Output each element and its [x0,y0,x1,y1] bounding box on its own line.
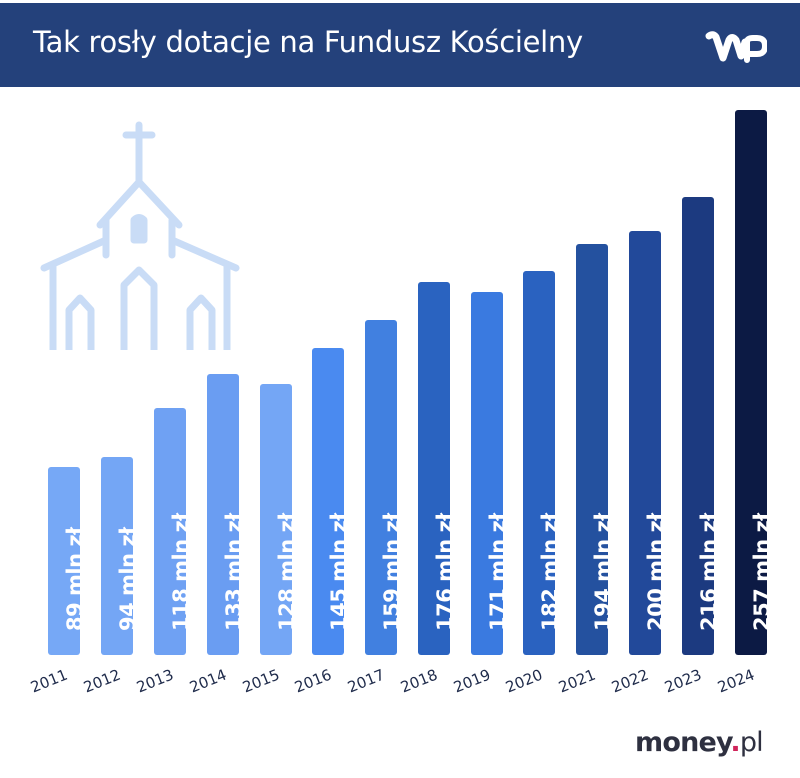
year-label: 2020 [503,665,546,697]
bar-value-label: 171 mln zł [486,513,510,631]
bar-value-label: 194 mln zł [591,513,615,631]
wp-logo-icon [705,31,767,63]
bar-2020: 182 mln zł [523,271,562,655]
bar-2024: 257 mln zł [735,110,774,655]
year-label: 2016 [292,665,335,697]
bar-value-label: 200 mln zł [644,513,668,631]
year-label: 2014 [187,665,230,697]
bar-2012: 94 mln zł [101,457,140,655]
church-icon [40,121,240,350]
brand-dot: . [730,727,740,758]
year-label: 2013 [134,665,177,697]
bar-2017: 159 mln zł [365,320,404,655]
bar-2019: 171 mln zł [471,292,510,655]
bar-value-label: 118 mln zł [169,513,193,631]
bar-value-label: 257 mln zł [750,513,774,631]
bar-value-label: 133 mln zł [222,513,246,631]
bar-value-label: 145 mln zł [327,513,351,631]
year-label: 2021 [556,665,599,697]
bar-value-label: 89 mln zł [63,527,87,631]
year-label: 2023 [662,665,705,697]
bar-2018: 176 mln zł [418,282,457,655]
bar-2022: 200 mln zł [629,231,668,655]
bar-2015: 128 mln zł [260,384,299,655]
bar-value-label: 159 mln zł [380,513,404,631]
bar-value-label: 182 mln zł [538,513,562,631]
bar-value-label: 128 mln zł [275,513,299,631]
brand-suffix: pl [739,727,764,758]
bar-value-label: 94 mln zł [116,527,140,631]
year-label: 2022 [609,665,652,697]
brand-main: money [635,727,731,758]
bar-value-label: 216 mln zł [697,513,721,631]
year-label: 2019 [451,665,494,697]
chart-title: Tak rosły dotacje na Fundusz Kościelny [33,25,583,59]
year-label: 2017 [345,665,388,697]
bar-2016: 145 mln zł [312,348,351,655]
year-label: 2011 [28,665,71,697]
year-label: 2018 [398,665,441,697]
bar-2014: 133 mln zł [207,374,246,655]
bar-2011: 89 mln zł [48,467,87,655]
money-pl-logo: money.pl [635,727,764,758]
year-label: 2015 [240,665,283,697]
year-label: 2012 [81,665,124,697]
bar-2023: 216 mln zł [682,197,721,655]
bar-value-label: 176 mln zł [433,513,457,631]
bar-2013: 118 mln zł [154,408,193,655]
year-label: 2024 [715,665,758,697]
header-banner: Tak rosły dotacje na Fundusz Kościelny [0,3,800,87]
bar-2021: 194 mln zł [576,244,615,655]
